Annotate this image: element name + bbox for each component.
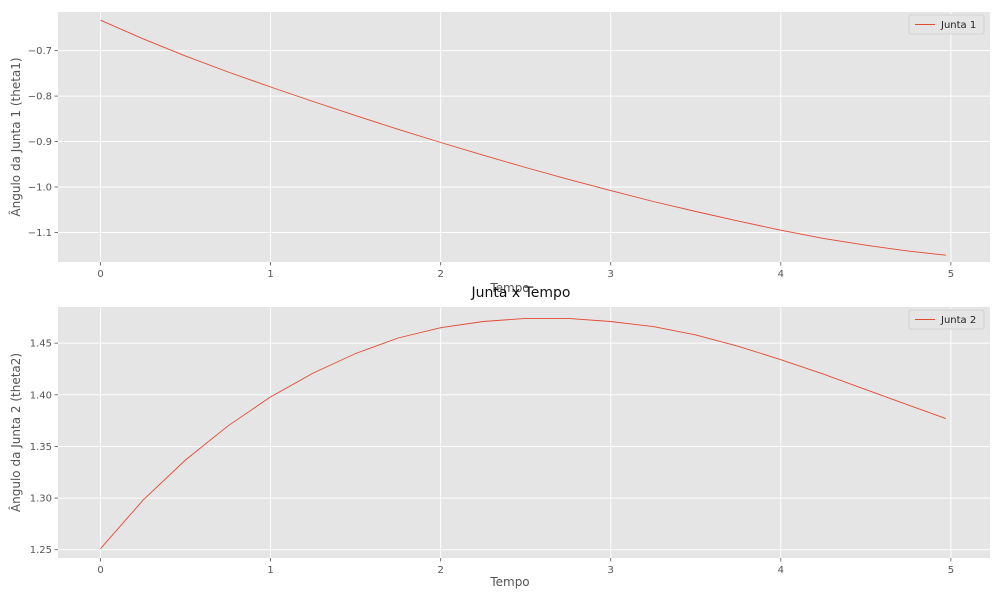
chart-1-legend-label: Junta 1 bbox=[940, 20, 976, 31]
chart-2-y-tick-label: 1.30 bbox=[30, 494, 52, 505]
chart-2-y-tick-label: 1.40 bbox=[30, 390, 52, 401]
chart-1-x-tick-label: 2 bbox=[437, 269, 443, 280]
chart-1-x-tick-label: 1 bbox=[267, 269, 273, 280]
chart-2-x-axis-label: Tempo bbox=[489, 575, 529, 589]
chart-2-legend-box bbox=[908, 309, 985, 330]
chart-1-y-axis-label: Ângulo da Junta 1 (theta1) bbox=[8, 57, 23, 216]
chart-1-y-tick-label: −0.8 bbox=[28, 92, 52, 103]
chart-2: 0 1 2 3 4 5 1.25 1.30 1.35 1.40 1.45 Tempo Ângulo da… bbox=[8, 285, 990, 589]
chart-1-y-tick-label: −0.7 bbox=[28, 46, 52, 57]
chart-2-title: Junta x Tempo bbox=[470, 285, 570, 301]
chart-2-y-axis-label: Ângulo da Junta 2 (theta2) bbox=[8, 353, 23, 512]
chart-2-x-tick-label: 1 bbox=[267, 565, 273, 576]
chart-1-y-tick-label: −0.9 bbox=[28, 137, 52, 148]
chart-2-y-tick-label: 1.35 bbox=[30, 442, 52, 453]
chart-2-x-tick-label: 5 bbox=[948, 565, 954, 576]
chart-2-x-tick-label: 3 bbox=[608, 565, 614, 576]
chart-1-x-tick-label: 0 bbox=[97, 269, 103, 280]
chart-1-legend-box bbox=[908, 14, 985, 35]
chart-1-x-tick-label: 4 bbox=[778, 269, 784, 280]
chart-2-legend-label: Junta 2 bbox=[940, 315, 976, 326]
chart-2-x-tick-label: 2 bbox=[437, 565, 443, 576]
chart-2-x-tick-label: 4 bbox=[778, 565, 784, 576]
chart-1-x-axis-label: Tempo bbox=[489, 281, 529, 295]
chart-2-y-tick-label: 1.25 bbox=[30, 545, 52, 556]
chart-2-series-line bbox=[100, 317, 946, 549]
chart-1-y-tick-label: −1.1 bbox=[28, 228, 52, 239]
chart-1-x-tick-label: 5 bbox=[948, 269, 954, 280]
chart-2-plot-area bbox=[58, 307, 990, 558]
chart-1-legend: Junta 1 bbox=[908, 14, 985, 35]
chart-2-y-tick-label: 1.45 bbox=[30, 339, 52, 350]
chart-2-legend: Junta 2 bbox=[908, 309, 985, 330]
chart-1-plot-area bbox=[58, 12, 990, 262]
chart-2-x-tick-label: 0 bbox=[97, 565, 103, 576]
chart-1-y-tick-label: −1.0 bbox=[28, 183, 52, 194]
chart-1-x-tick-label: 3 bbox=[608, 269, 614, 280]
chart-1-series-line bbox=[100, 19, 946, 256]
chart-1: 0 1 2 3 4 5 −0.7 −0.8 −0.9 −1.0 −1.1 Tempo Ângulo da… bbox=[8, 12, 990, 295]
